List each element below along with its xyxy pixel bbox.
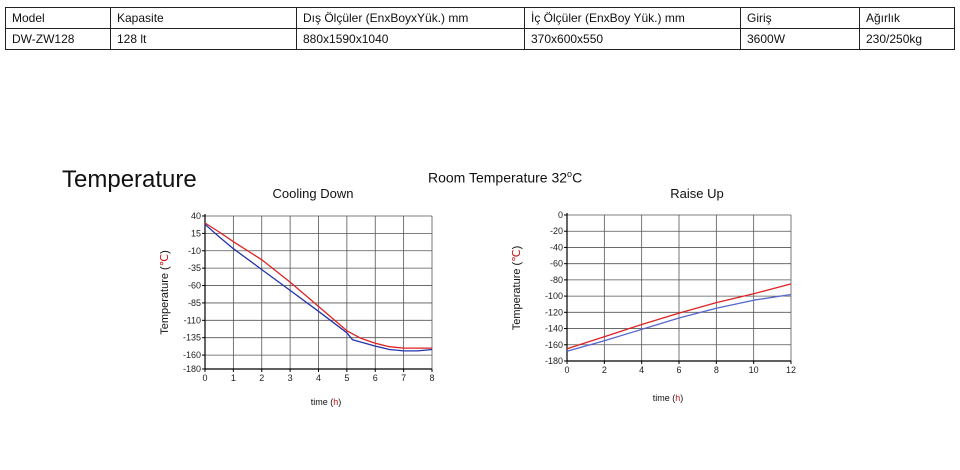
y-tick-label: 15 [191,228,201,238]
x-tick-label: 7 [401,373,406,383]
x-tick-label: 8 [714,365,719,375]
x-tick-label: 4 [639,365,644,375]
y-axis-label-close: ) [159,250,171,254]
y-tick-label: -20 [550,226,563,236]
table-header-row: Model Kapasite Dış Ölçüler (EnxBoyxYük.)… [5,7,955,29]
spec-table: Model Kapasite Dış Ölçüler (EnxBoyxYük.)… [5,7,955,50]
y-tick-label: -60 [550,259,563,269]
y-tick-label: 0 [558,210,563,220]
x-tick-label: 0 [202,373,207,383]
series-line-0 [204,222,432,349]
y-axis-unit: ℃ [159,254,171,266]
x-tick-label: 0 [564,365,569,375]
x-tick-label: 3 [288,373,293,383]
room-temperature-heading: Room Temperature 32oC [428,169,582,186]
x-axis-unit: h [333,397,338,407]
room-temperature-text: Room Temperature 32 [428,169,568,186]
y-axis-label-text: Temperature ( [159,266,171,335]
x-tick-label: 10 [749,365,759,375]
y-axis-label-close: ) [511,246,523,250]
table-cell: 128 lt [110,28,297,50]
x-tick-label: 8 [429,373,434,383]
x-tick-label: 1 [231,373,236,383]
y-tick-label: 40 [191,211,201,221]
x-axis-unit: h [675,393,680,403]
y-tick-label: -135 [183,333,201,343]
table-row: DW-ZW128 128 lt 880x1590x1040 370x600x55… [5,28,955,50]
y-tick-label: -180 [545,356,563,366]
x-tick-label: 6 [676,365,681,375]
chart-title: Cooling Down [273,186,354,201]
y-tick-label: -140 [545,324,563,334]
y-tick-label: -60 [188,281,201,291]
table-cell: DW-ZW128 [5,28,111,50]
x-axis-label: time (h) [653,393,684,403]
y-axis-label-text: Temperature ( [511,261,523,330]
x-tick-label: 2 [602,365,607,375]
y-tick-label: -80 [550,275,563,285]
room-temperature-unit: C [572,169,583,186]
series-line-1 [204,223,433,352]
y-tick-label: -100 [545,291,563,301]
y-tick-label: -85 [188,298,201,308]
series-line-0 [566,283,792,350]
y-tick-label: -180 [183,364,201,374]
table-cell: 230/250kg [859,28,955,50]
chart-title: Raise Up [670,186,723,201]
x-tick-label: 2 [259,373,264,383]
x-tick-label: 5 [344,373,349,383]
x-tick-label: 12 [786,365,796,375]
table-cell: 370x600x550 [524,28,741,50]
y-tick-label: -160 [183,350,201,360]
x-axis-label-close: ) [338,397,341,407]
series-line-1 [566,293,792,352]
x-tick-label: 6 [373,373,378,383]
x-axis-label-text: time ( [311,397,334,407]
table-cell: 3600W [740,28,860,50]
y-tick-label: -110 [184,315,201,325]
table-header-cell: Giriş [740,7,860,29]
x-axis-label-text: time ( [653,393,676,403]
x-axis-label-close: ) [680,393,683,403]
y-tick-label: -10 [188,246,201,256]
x-axis-label: time (h) [311,397,342,407]
y-axis-label: Temperature (℃) [511,246,523,331]
y-axis-label: Temperature (℃) [159,250,171,335]
y-axis-unit: ℃ [511,249,523,261]
y-tick-label: -35 [188,263,201,273]
y-tick-label: -40 [550,242,563,252]
x-tick-label: 4 [316,373,321,383]
page-heading: Temperature [62,166,197,193]
y-tick-label: -160 [545,340,563,350]
degree-mark: o [567,169,573,179]
y-tick-label: -120 [545,307,563,317]
